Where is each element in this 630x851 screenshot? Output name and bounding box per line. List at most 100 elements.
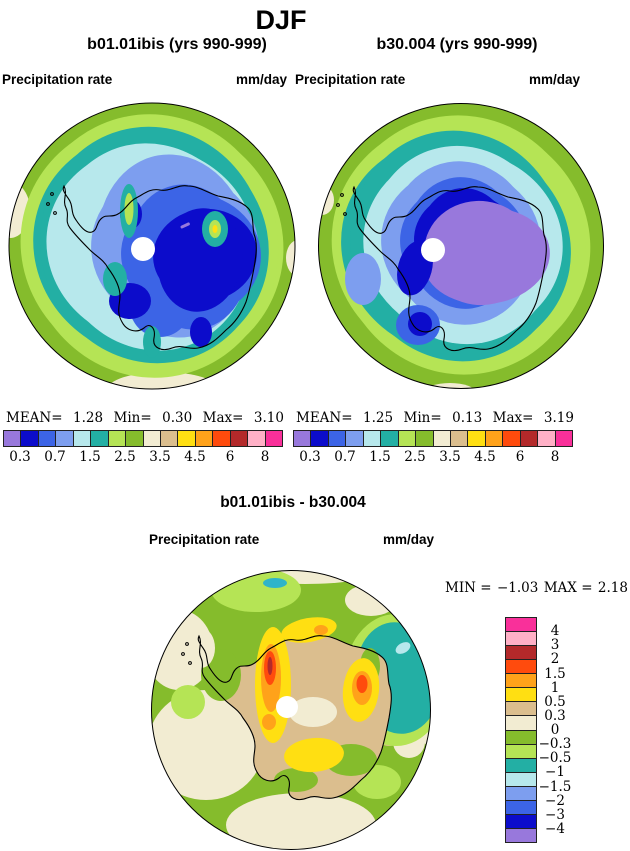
colorbar-cell	[538, 431, 556, 446]
colorbar-tick-label: 2.5	[404, 449, 426, 465]
colorbar-cell	[21, 431, 39, 446]
colorbar-cell	[160, 431, 179, 446]
region-darkred-sliver	[267, 657, 273, 675]
diff-colorbar-label: 0.5	[544, 694, 566, 710]
island-dot	[336, 203, 340, 207]
diff-colorbar-label: −3	[545, 807, 565, 823]
colorbar-cell	[555, 431, 572, 446]
region-purple-dash	[180, 222, 190, 229]
colorbar-cell	[450, 431, 469, 446]
colorbar-cell	[506, 646, 536, 661]
colorbar-cell	[506, 772, 536, 787]
colorbar-cell	[398, 431, 417, 446]
max-label: Max=	[492, 410, 534, 426]
colorbar-cell	[416, 431, 434, 446]
colorbar-cell	[506, 744, 536, 759]
colorbar-cell	[294, 431, 312, 446]
region-cream	[286, 240, 295, 276]
diff-colorbar-label: 0	[550, 722, 560, 738]
colorbar-cell	[56, 431, 74, 446]
colorbar-cell	[506, 702, 536, 717]
min-label: Min=	[403, 410, 442, 426]
region-cream	[107, 372, 219, 389]
region-darkblue	[190, 317, 212, 347]
coastline	[352, 185, 547, 352]
diff-colorbar-label: 2	[550, 651, 560, 667]
region-cream	[187, 628, 215, 668]
right-units-label: mm/day	[529, 72, 581, 87]
left-map	[8, 102, 296, 390]
diff-colorbar-label: −1	[545, 764, 565, 780]
colorbar-cell	[108, 431, 127, 446]
diff-colorbar-label: 4	[550, 623, 560, 639]
colorbar-cell	[346, 431, 364, 446]
right-stats-line: MEAN= 1.25 Min= 0.13 Max= 3.19	[296, 410, 574, 426]
diff-colorbar-label: −0.5	[538, 750, 572, 766]
mean-value: 1.28	[73, 410, 104, 426]
colorbar-cell	[328, 431, 347, 446]
colorbar-cell	[506, 786, 536, 801]
region-cream	[151, 690, 264, 800]
colorbar-tick-label: 0.7	[44, 449, 66, 465]
diff-colorbar	[505, 617, 537, 843]
mean-label: MEAN=	[6, 410, 63, 426]
colorbar-cell	[506, 828, 536, 842]
map-circle-border	[151, 570, 431, 850]
left-map-svg	[8, 102, 296, 390]
region-darkblue	[408, 312, 432, 336]
diff-colorbar-label: 1	[550, 680, 560, 696]
left-field-label: Precipitation rate	[2, 72, 113, 87]
pole-hole	[131, 237, 155, 261]
colorbar-cell	[520, 431, 539, 446]
figure-title: DJF	[255, 5, 307, 35]
colorbar-cell	[506, 660, 536, 675]
region-lightgreen	[211, 570, 301, 612]
diff-field-label: Precipitation rate	[149, 532, 260, 547]
colorbar-cell	[506, 688, 536, 703]
colorbar-cell	[311, 431, 329, 446]
colorbar-tick-label: 2.5	[114, 449, 136, 465]
region-yellow-dot	[212, 225, 218, 233]
mean-label: MEAN=	[296, 410, 353, 426]
coastline-group	[336, 185, 547, 352]
region-lightgreen-core	[124, 193, 134, 225]
colorbar-cell	[506, 716, 536, 731]
colorbar-cell	[248, 431, 266, 446]
region-cyan-spot	[263, 578, 287, 588]
colorbar-cell	[265, 431, 282, 446]
island-dot	[343, 212, 347, 216]
colorbar-cell	[195, 431, 214, 446]
colorbar-cell	[506, 814, 536, 829]
region-cream	[507, 379, 547, 389]
colorbar-cell	[143, 431, 161, 446]
diff-map-svg	[151, 570, 431, 850]
colorbar-cell	[73, 431, 92, 446]
island-dot	[185, 642, 189, 646]
colorbar-cell	[506, 632, 536, 647]
coastline	[62, 184, 257, 351]
island-dot	[181, 652, 185, 656]
right-map-contours	[318, 103, 604, 389]
colorbar-tick-label: 1.5	[369, 449, 391, 465]
diff-colorbar-label: 3	[550, 637, 560, 653]
region-orange-spot	[262, 714, 276, 730]
min-value: 0.13	[452, 410, 483, 426]
right-map-svg	[318, 103, 604, 389]
min-value: 0.30	[162, 410, 193, 426]
diff-colorbar-label: −0.3	[538, 736, 572, 752]
colorbar-tick-label: 8	[550, 449, 560, 465]
colorbar-tick-label: 0.3	[9, 449, 31, 465]
colorbar-cell	[468, 431, 486, 446]
colorbar-cell	[213, 431, 231, 446]
island-dot	[46, 202, 50, 206]
colorbar-tick-label: 3.5	[439, 449, 461, 465]
left-panel-title: b01.01ibis (yrs 990-999)	[87, 36, 267, 53]
region-olive-peninsula	[201, 649, 241, 701]
right-field-label: Precipitation rate	[295, 72, 406, 87]
map-circle-border	[8, 102, 296, 390]
colorbar-cell	[506, 618, 536, 633]
colorbar-cell	[506, 800, 536, 815]
colorbar-tick-label: 6	[515, 449, 525, 465]
diff-panel-title: b01.01ibis - b30.004	[220, 494, 366, 511]
